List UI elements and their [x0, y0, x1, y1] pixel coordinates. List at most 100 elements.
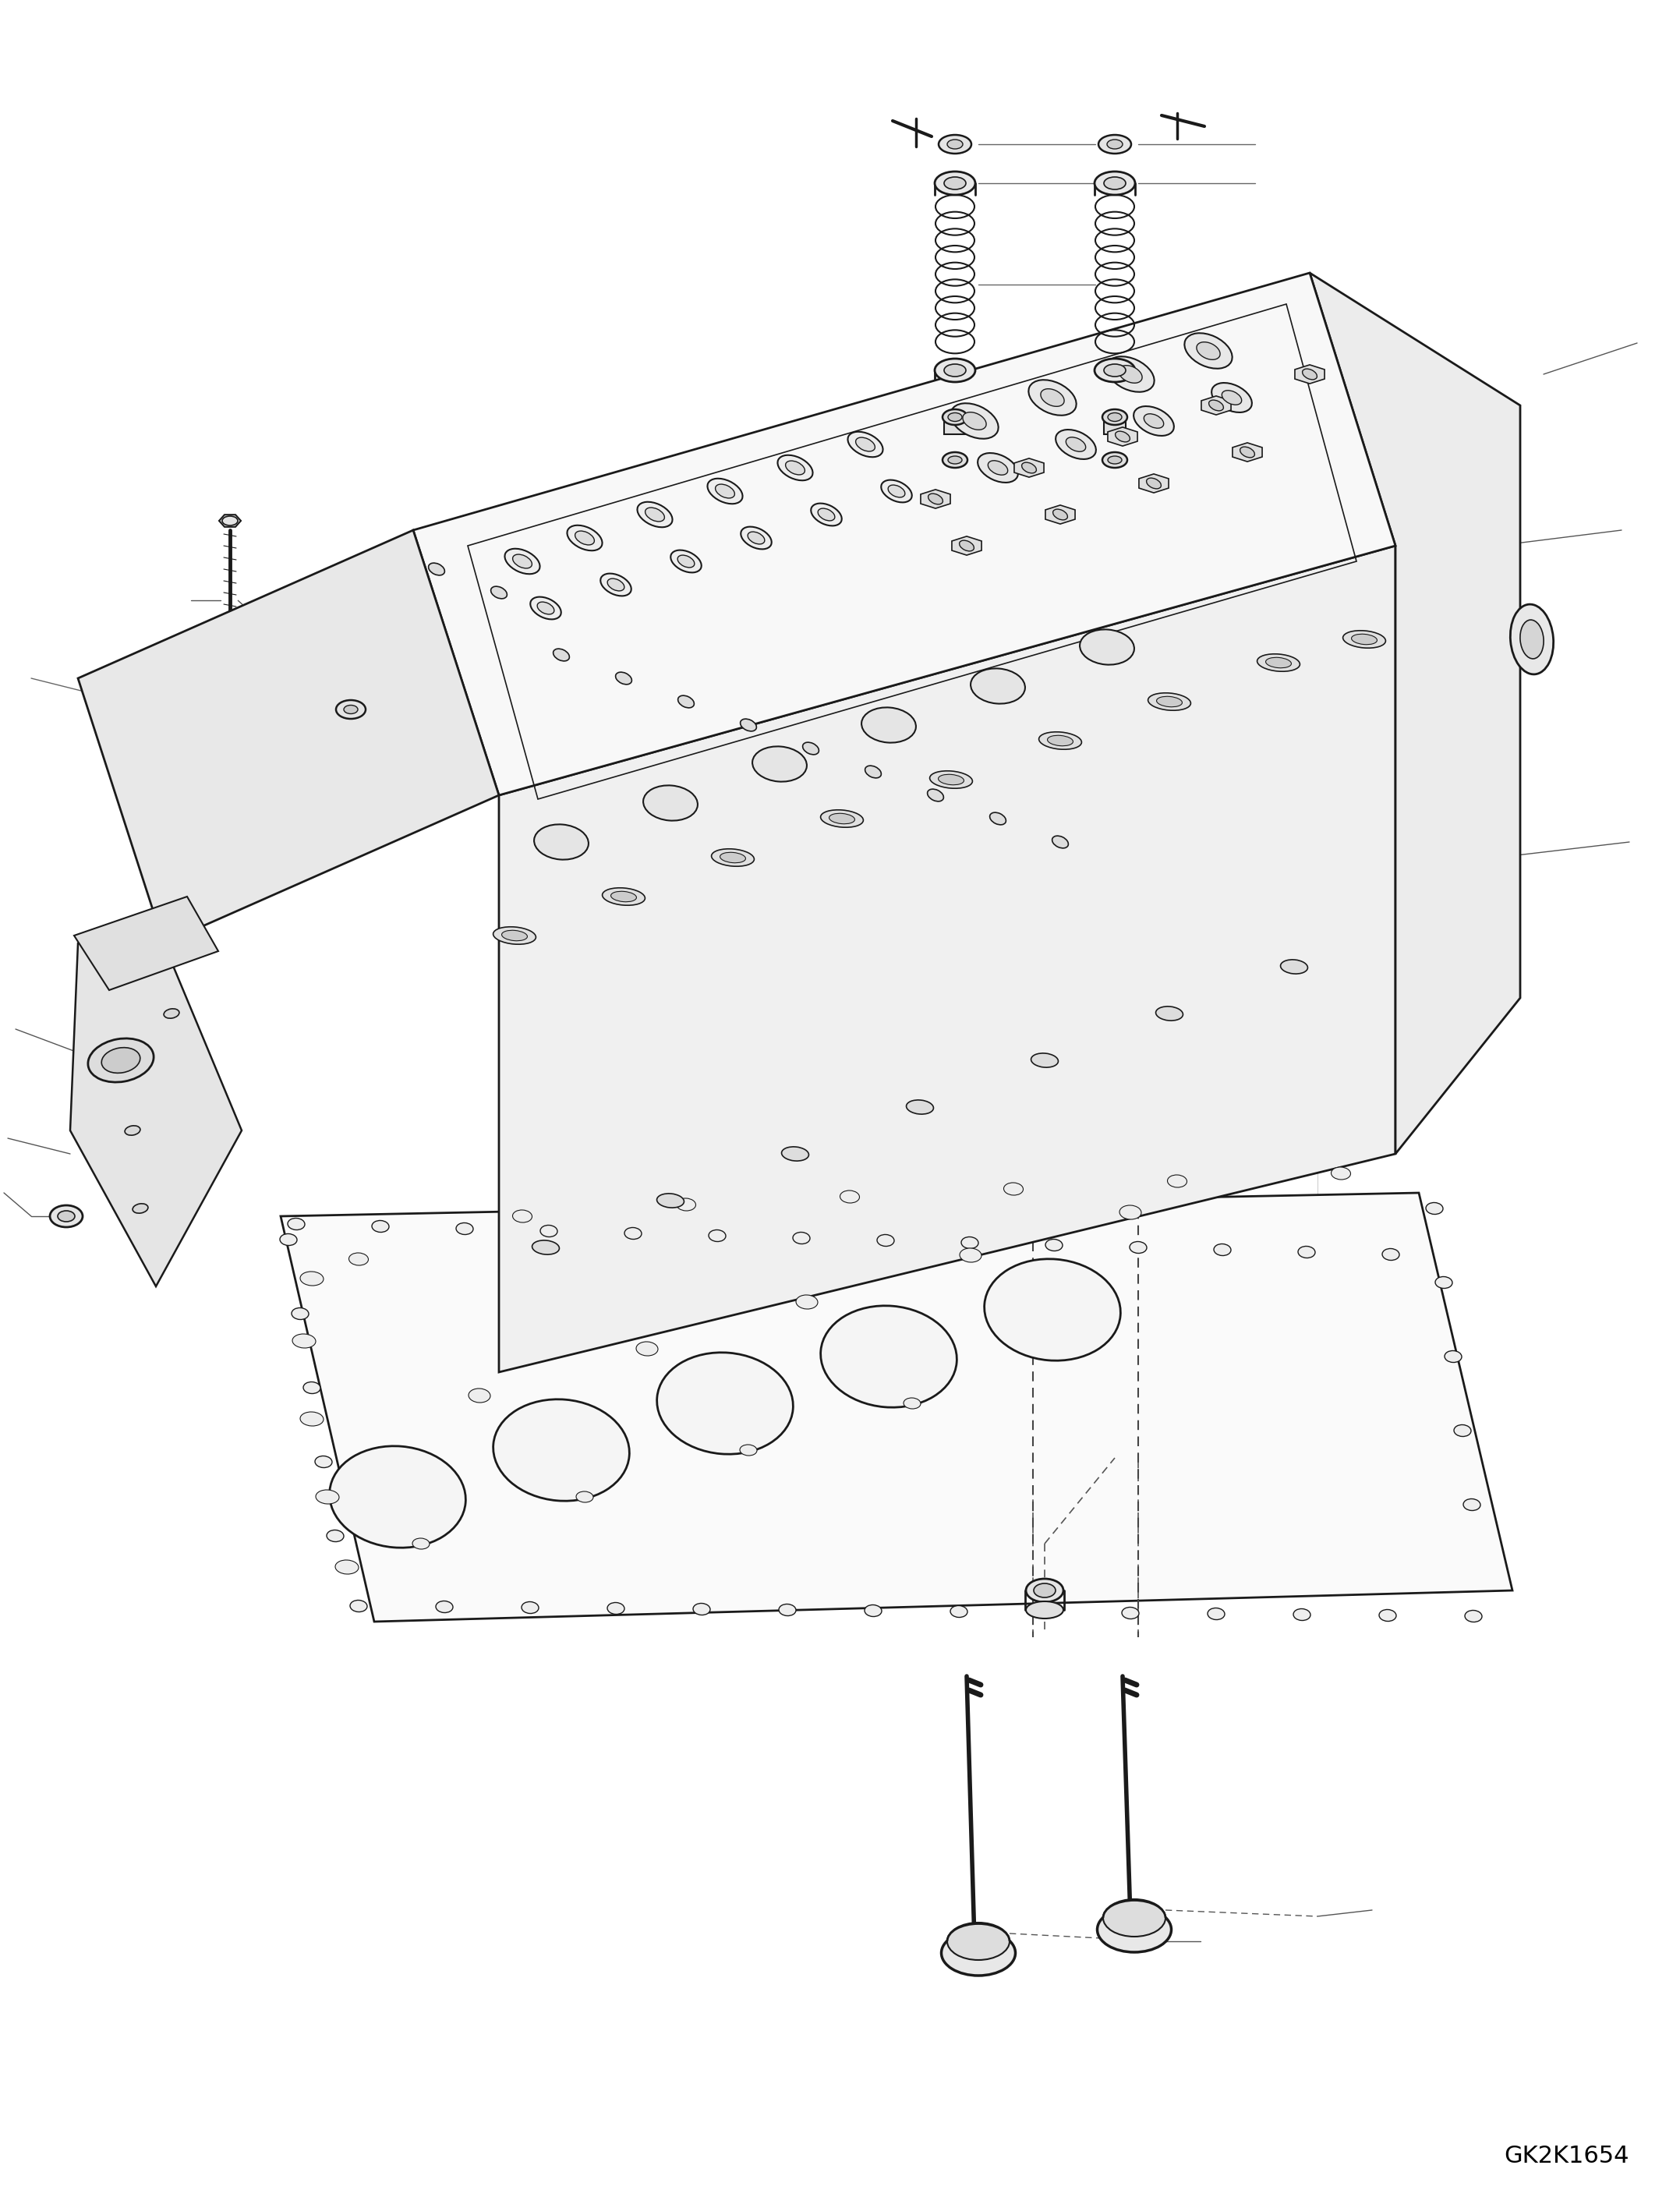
Ellipse shape — [781, 1147, 808, 1160]
Ellipse shape — [1453, 1426, 1472, 1437]
Ellipse shape — [1052, 835, 1068, 848]
Ellipse shape — [625, 1228, 642, 1239]
Ellipse shape — [606, 1602, 625, 1615]
Ellipse shape — [1257, 655, 1300, 672]
Ellipse shape — [1065, 437, 1085, 453]
Ellipse shape — [1003, 1182, 1023, 1195]
Ellipse shape — [336, 1560, 358, 1573]
Ellipse shape — [575, 532, 595, 545]
Polygon shape — [71, 943, 242, 1287]
Ellipse shape — [101, 1048, 139, 1072]
Ellipse shape — [1510, 604, 1554, 674]
Ellipse shape — [326, 1529, 344, 1542]
Ellipse shape — [1144, 413, 1164, 428]
Ellipse shape — [1021, 461, 1037, 472]
Ellipse shape — [531, 598, 561, 620]
Ellipse shape — [1097, 1907, 1171, 1953]
Ellipse shape — [469, 1389, 491, 1402]
Ellipse shape — [1184, 334, 1231, 369]
Ellipse shape — [1026, 1580, 1063, 1602]
Polygon shape — [281, 1193, 1512, 1621]
Ellipse shape — [848, 433, 884, 457]
Ellipse shape — [988, 461, 1008, 475]
Ellipse shape — [1379, 1610, 1396, 1621]
Ellipse shape — [533, 1241, 559, 1254]
Text: GK2K1654: GK2K1654 — [1504, 2144, 1630, 2168]
Polygon shape — [1015, 459, 1043, 477]
Ellipse shape — [1463, 1498, 1480, 1512]
Ellipse shape — [716, 483, 734, 499]
Ellipse shape — [741, 527, 771, 549]
Ellipse shape — [657, 1353, 793, 1454]
Ellipse shape — [948, 141, 963, 149]
Ellipse shape — [694, 1604, 711, 1615]
Ellipse shape — [818, 508, 835, 521]
Ellipse shape — [711, 848, 754, 866]
Ellipse shape — [961, 1237, 978, 1248]
Ellipse shape — [1107, 356, 1154, 391]
Polygon shape — [218, 514, 240, 527]
Ellipse shape — [491, 587, 507, 598]
Ellipse shape — [455, 1224, 474, 1235]
Polygon shape — [74, 896, 218, 991]
Ellipse shape — [1122, 1608, 1139, 1619]
Ellipse shape — [978, 453, 1018, 483]
Ellipse shape — [1119, 1206, 1141, 1219]
Ellipse shape — [679, 696, 694, 707]
Ellipse shape — [133, 1204, 148, 1213]
Bar — [1104, 417, 1126, 435]
Ellipse shape — [50, 1206, 82, 1228]
Ellipse shape — [1168, 1175, 1186, 1186]
Ellipse shape — [287, 1217, 304, 1230]
Ellipse shape — [937, 773, 964, 784]
Ellipse shape — [889, 486, 906, 497]
Ellipse shape — [1383, 1248, 1399, 1261]
Ellipse shape — [948, 457, 963, 464]
Polygon shape — [77, 529, 499, 943]
Ellipse shape — [1445, 1351, 1462, 1362]
Ellipse shape — [1095, 358, 1136, 382]
Ellipse shape — [301, 1413, 324, 1426]
Ellipse shape — [1102, 409, 1127, 424]
Ellipse shape — [615, 672, 632, 685]
Ellipse shape — [1215, 1244, 1231, 1257]
Polygon shape — [1295, 365, 1324, 384]
Ellipse shape — [1055, 431, 1095, 459]
Ellipse shape — [1119, 365, 1142, 382]
Ellipse shape — [959, 1248, 981, 1263]
Ellipse shape — [753, 747, 806, 782]
Polygon shape — [1233, 444, 1262, 461]
Ellipse shape — [944, 178, 966, 189]
Ellipse shape — [948, 413, 963, 422]
Ellipse shape — [281, 1235, 297, 1246]
Ellipse shape — [603, 888, 645, 905]
Ellipse shape — [94, 1048, 109, 1057]
Ellipse shape — [1099, 134, 1131, 154]
Polygon shape — [1107, 426, 1137, 446]
Ellipse shape — [934, 171, 976, 196]
Ellipse shape — [939, 134, 971, 154]
Ellipse shape — [1033, 1584, 1055, 1597]
Ellipse shape — [1156, 1006, 1183, 1022]
Ellipse shape — [87, 1039, 153, 1083]
Ellipse shape — [1028, 380, 1077, 415]
Ellipse shape — [941, 1931, 1015, 1975]
Ellipse shape — [1210, 400, 1223, 411]
Ellipse shape — [1038, 732, 1082, 749]
Bar — [944, 417, 966, 435]
Ellipse shape — [316, 1490, 339, 1505]
Polygon shape — [1201, 395, 1231, 415]
Polygon shape — [1139, 475, 1169, 492]
Ellipse shape — [1156, 696, 1183, 707]
Ellipse shape — [1107, 141, 1122, 149]
Ellipse shape — [934, 358, 976, 382]
Ellipse shape — [721, 852, 746, 863]
Ellipse shape — [1134, 406, 1174, 435]
Ellipse shape — [344, 705, 358, 714]
Ellipse shape — [329, 1446, 465, 1547]
Ellipse shape — [904, 1397, 921, 1408]
Ellipse shape — [811, 503, 842, 525]
Polygon shape — [921, 490, 951, 508]
Ellipse shape — [929, 771, 973, 789]
Ellipse shape — [608, 578, 625, 591]
